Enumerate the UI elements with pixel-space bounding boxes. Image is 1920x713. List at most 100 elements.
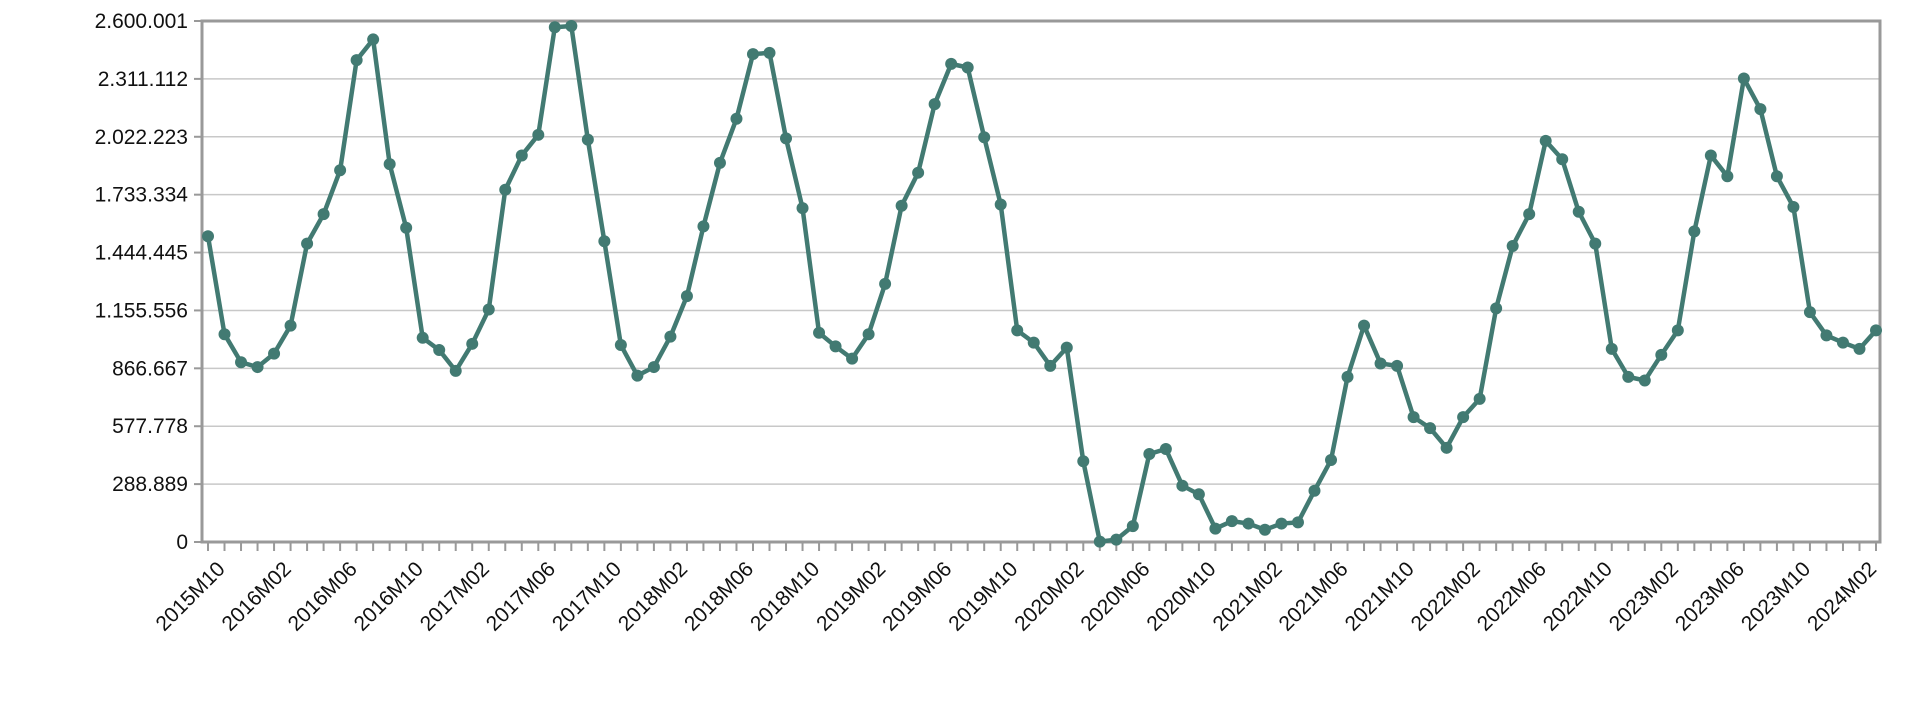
marker — [1721, 170, 1734, 183]
marker — [1341, 370, 1354, 383]
marker — [433, 344, 446, 357]
marker — [1440, 441, 1453, 454]
marker — [1655, 348, 1668, 361]
marker — [581, 133, 594, 146]
marker — [647, 361, 660, 374]
marker — [1407, 411, 1420, 424]
y-tick-label: 2.022.223 — [95, 126, 188, 149]
x-tick-label: 2019M02 — [812, 557, 890, 635]
marker — [895, 199, 908, 212]
marker — [235, 356, 248, 369]
x-tick-label: 2020M06 — [1076, 557, 1154, 635]
plot-frame — [200, 19, 1882, 544]
marker — [846, 352, 859, 365]
marker — [1258, 523, 1271, 536]
marker — [631, 369, 644, 382]
marker — [862, 328, 875, 341]
marker — [1737, 72, 1750, 85]
marker — [1539, 134, 1552, 147]
x-tick-label: 2016M10 — [350, 557, 428, 635]
marker — [1275, 517, 1288, 530]
x-tick-label: 2022M10 — [1539, 557, 1617, 635]
marker — [1704, 149, 1717, 162]
x-tick-label: 2023M02 — [1605, 557, 1683, 635]
marker — [780, 132, 793, 145]
marker — [449, 364, 462, 377]
x-tick-label: 2016M02 — [218, 557, 296, 635]
marker — [1060, 341, 1073, 354]
marker — [730, 112, 743, 125]
marker — [978, 131, 991, 144]
marker — [1473, 392, 1486, 405]
y-tick-label: 1.733.334 — [95, 184, 189, 207]
marker — [1424, 422, 1437, 435]
marker — [1143, 448, 1156, 461]
marker — [1209, 522, 1222, 535]
marker — [400, 221, 413, 234]
x-tick-label: 2021M10 — [1341, 557, 1419, 635]
marker — [928, 98, 941, 111]
marker — [746, 48, 759, 61]
marker — [614, 339, 627, 352]
marker — [1622, 370, 1635, 383]
marker — [1077, 455, 1090, 468]
marker — [1358, 319, 1371, 332]
x-tick-label: 2023M06 — [1671, 557, 1749, 635]
y-tick-label: 0 — [176, 531, 188, 554]
marker — [1671, 324, 1684, 337]
marker — [1853, 342, 1866, 355]
marker — [466, 337, 479, 350]
marker — [1589, 237, 1602, 250]
marker — [202, 230, 214, 243]
marker — [813, 326, 826, 339]
marker — [1291, 516, 1304, 529]
marker — [1093, 535, 1106, 548]
x-tick-label: 2016M06 — [284, 557, 362, 635]
y-tick-label: 2.600.001 — [95, 10, 188, 33]
marker — [1126, 520, 1139, 533]
marker — [1754, 103, 1767, 116]
marker — [945, 57, 958, 70]
x-tick-label: 2017M02 — [416, 557, 494, 635]
marker — [482, 303, 495, 316]
marker — [499, 183, 512, 196]
marker — [515, 149, 528, 162]
x-tick-label: 2015M10 — [152, 557, 230, 635]
x-tick-label: 2021M06 — [1275, 557, 1353, 635]
marker — [383, 158, 396, 171]
marker — [713, 156, 726, 169]
marker — [664, 330, 677, 343]
marker — [697, 220, 710, 233]
marker — [912, 166, 925, 179]
y-tick-label: 577.778 — [112, 415, 188, 438]
marker — [548, 21, 561, 34]
marker — [1308, 484, 1321, 497]
marker — [763, 46, 776, 59]
x-tick-label: 2020M10 — [1142, 557, 1220, 635]
marker — [1044, 359, 1057, 372]
marker — [1110, 533, 1123, 546]
marker — [1176, 479, 1189, 492]
marker — [598, 235, 611, 248]
marker — [284, 319, 297, 332]
y-tick-label: 1.155.556 — [95, 299, 188, 322]
marker — [317, 208, 330, 221]
y-tick-label: 1.444.445 — [95, 242, 188, 265]
marker — [251, 361, 264, 374]
marker — [565, 20, 578, 33]
marker — [1638, 374, 1651, 387]
line — [205, 23, 1878, 544]
marker — [1027, 336, 1040, 349]
x-tick-label: 2022M02 — [1407, 557, 1485, 635]
marker — [1770, 170, 1783, 183]
marker — [1242, 517, 1255, 530]
marker — [1506, 240, 1519, 253]
marker — [1159, 443, 1172, 456]
x-tick-label: 2018M10 — [746, 557, 824, 635]
marker — [268, 347, 281, 360]
y-tick-label: 288.889 — [112, 473, 188, 496]
marker — [334, 164, 347, 177]
marker — [1192, 488, 1205, 501]
